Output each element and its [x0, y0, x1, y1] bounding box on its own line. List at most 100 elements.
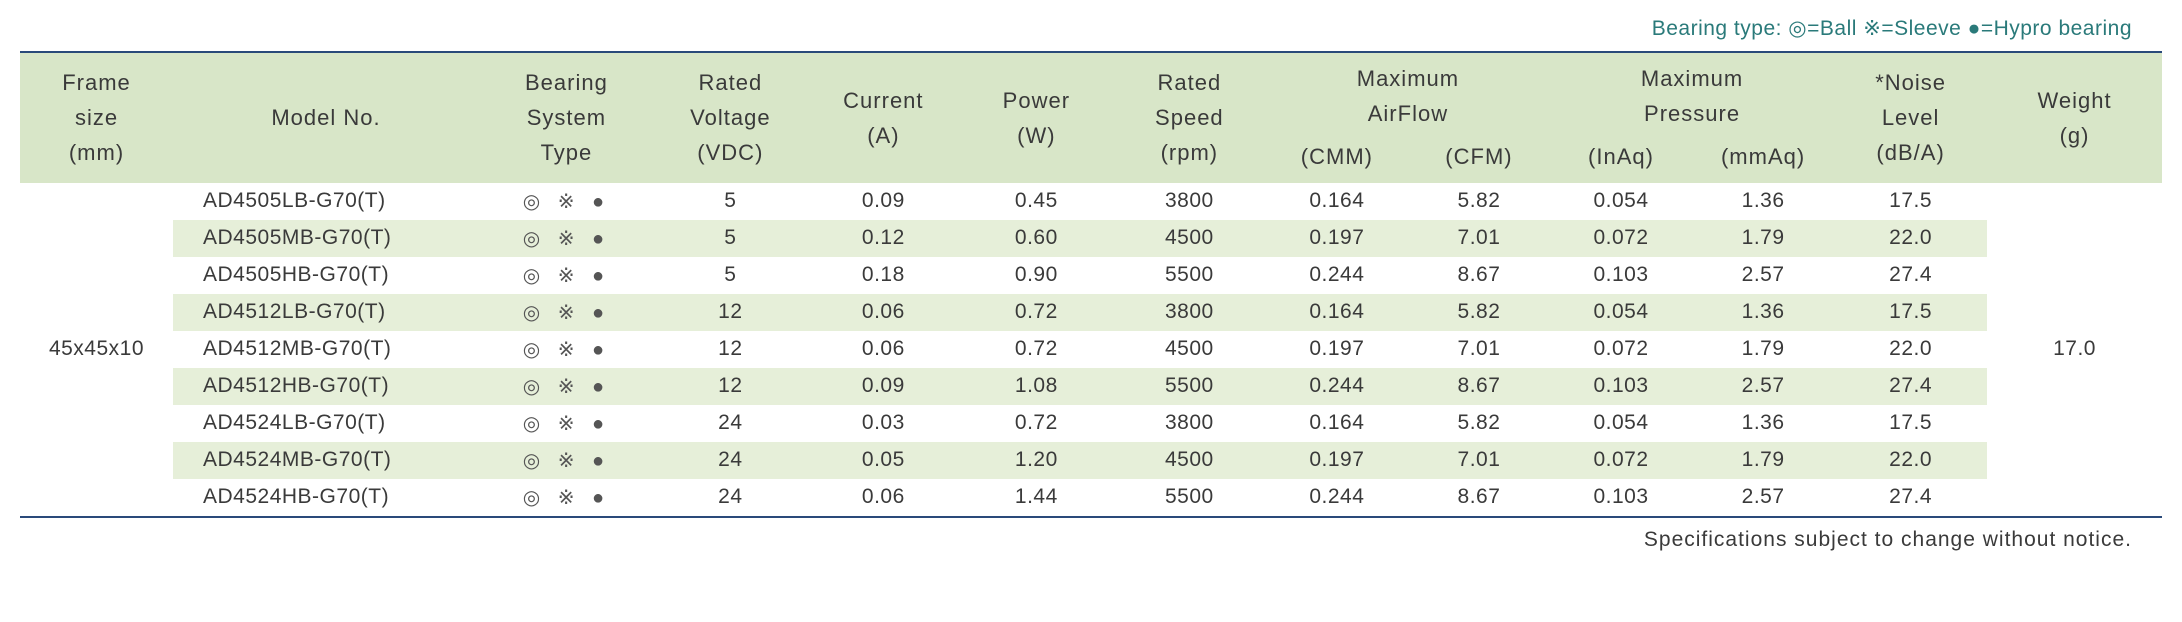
model-cell: AD4512HB-G70(T): [173, 368, 479, 405]
bearing-icons-cell: ◎ ※ ●: [479, 183, 654, 220]
col-inaq: (InAq): [1550, 139, 1692, 182]
current-cell: 0.12: [807, 220, 960, 257]
col-mmaq: (mmAq): [1692, 139, 1834, 182]
mmaq-cell: 1.36: [1692, 183, 1834, 220]
header-text: Bearing: [483, 65, 650, 100]
cfm-cell: 7.01: [1408, 331, 1550, 368]
speed-cell: 4500: [1113, 442, 1266, 479]
header-text: Type: [483, 135, 650, 170]
cmm-cell: 0.164: [1266, 183, 1408, 220]
noise-cell: 22.0: [1834, 331, 1987, 368]
cfm-cell: 7.01: [1408, 442, 1550, 479]
noise-cell: 17.5: [1834, 294, 1987, 331]
voltage-cell: 12: [654, 331, 807, 368]
current-cell: 0.06: [807, 331, 960, 368]
voltage-cell: 12: [654, 294, 807, 331]
header-text: (VDC): [658, 135, 803, 170]
power-cell: 0.45: [960, 183, 1113, 220]
inaq-cell: 0.103: [1550, 257, 1692, 294]
col-cfm: (CFM): [1408, 139, 1550, 182]
inaq-cell: 0.103: [1550, 368, 1692, 405]
col-voltage: Rated Voltage (VDC): [654, 53, 807, 183]
bearing-icons-cell: ◎ ※ ●: [479, 405, 654, 442]
cfm-cell: 8.67: [1408, 257, 1550, 294]
bearing-type-legend: Bearing type: ◎=Ball ※=Sleeve ●=Hypro be…: [20, 10, 2162, 51]
footer-note: Specifications subject to change without…: [20, 518, 2162, 552]
cfm-cell: 8.67: [1408, 479, 1550, 516]
cmm-cell: 0.197: [1266, 442, 1408, 479]
model-cell: AD4505LB-G70(T): [173, 183, 479, 220]
cmm-cell: 0.244: [1266, 257, 1408, 294]
mmaq-cell: 1.79: [1692, 331, 1834, 368]
spec-table: Frame size (mm) Model No. Bearing System…: [20, 53, 2162, 516]
speed-cell: 5500: [1113, 368, 1266, 405]
col-power: Power (W): [960, 53, 1113, 183]
cmm-cell: 0.244: [1266, 368, 1408, 405]
model-cell: AD4524LB-G70(T): [173, 405, 479, 442]
model-cell: AD4505HB-G70(T): [173, 257, 479, 294]
cfm-cell: 5.82: [1408, 405, 1550, 442]
noise-cell: 27.4: [1834, 479, 1987, 516]
current-cell: 0.09: [807, 368, 960, 405]
header-text: System: [483, 100, 650, 135]
header-text: (g): [1991, 118, 2158, 153]
cfm-cell: 5.82: [1408, 294, 1550, 331]
speed-cell: 3800: [1113, 405, 1266, 442]
current-cell: 0.03: [807, 405, 960, 442]
mmaq-cell: 1.36: [1692, 294, 1834, 331]
inaq-cell: 0.103: [1550, 479, 1692, 516]
power-cell: 1.20: [960, 442, 1113, 479]
col-model: Model No.: [173, 53, 479, 183]
voltage-cell: 5: [654, 257, 807, 294]
cmm-cell: 0.164: [1266, 294, 1408, 331]
power-cell: 1.08: [960, 368, 1113, 405]
speed-cell: 5500: [1113, 479, 1266, 516]
col-airflow: Maximum AirFlow: [1266, 53, 1550, 139]
header-text: Pressure: [1554, 96, 1830, 131]
table-row: 45x45x10AD4505LB-G70(T)◎ ※ ●50.090.45380…: [20, 183, 2162, 220]
header-text: Speed: [1117, 100, 1262, 135]
header-text: (mm): [24, 135, 169, 170]
current-cell: 0.09: [807, 183, 960, 220]
noise-cell: 27.4: [1834, 257, 1987, 294]
voltage-cell: 24: [654, 405, 807, 442]
inaq-cell: 0.072: [1550, 442, 1692, 479]
inaq-cell: 0.072: [1550, 220, 1692, 257]
current-cell: 0.05: [807, 442, 960, 479]
frame-size-cell: 45x45x10: [20, 183, 173, 516]
spec-table-container: Frame size (mm) Model No. Bearing System…: [20, 51, 2162, 518]
table-body: 45x45x10AD4505LB-G70(T)◎ ※ ●50.090.45380…: [20, 183, 2162, 516]
noise-cell: 22.0: [1834, 442, 1987, 479]
model-cell: AD4512MB-G70(T): [173, 331, 479, 368]
table-row: AD4524HB-G70(T)◎ ※ ●240.061.4455000.2448…: [20, 479, 2162, 516]
speed-cell: 5500: [1113, 257, 1266, 294]
col-bearing: Bearing System Type: [479, 53, 654, 183]
header-text: (W): [964, 118, 1109, 153]
col-pressure: Maximum Pressure: [1550, 53, 1834, 139]
mmaq-cell: 1.79: [1692, 220, 1834, 257]
model-cell: AD4512LB-G70(T): [173, 294, 479, 331]
table-header: Frame size (mm) Model No. Bearing System…: [20, 53, 2162, 183]
noise-cell: 27.4: [1834, 368, 1987, 405]
mmaq-cell: 2.57: [1692, 257, 1834, 294]
header-text: Voltage: [658, 100, 803, 135]
inaq-cell: 0.054: [1550, 183, 1692, 220]
model-cell: AD4524MB-G70(T): [173, 442, 479, 479]
header-text: (rpm): [1117, 135, 1262, 170]
model-cell: AD4524HB-G70(T): [173, 479, 479, 516]
current-cell: 0.18: [807, 257, 960, 294]
bearing-icons-cell: ◎ ※ ●: [479, 331, 654, 368]
noise-cell: 17.5: [1834, 405, 1987, 442]
power-cell: 0.72: [960, 294, 1113, 331]
table-row: AD4524LB-G70(T)◎ ※ ●240.030.7238000.1645…: [20, 405, 2162, 442]
col-weight: Weight (g): [1987, 53, 2162, 183]
header-text: Current: [811, 83, 956, 118]
header-text: Rated: [1117, 65, 1262, 100]
speed-cell: 3800: [1113, 183, 1266, 220]
header-text: size: [24, 100, 169, 135]
header-text: Power: [964, 83, 1109, 118]
cfm-cell: 8.67: [1408, 368, 1550, 405]
voltage-cell: 12: [654, 368, 807, 405]
mmaq-cell: 1.36: [1692, 405, 1834, 442]
speed-cell: 4500: [1113, 220, 1266, 257]
